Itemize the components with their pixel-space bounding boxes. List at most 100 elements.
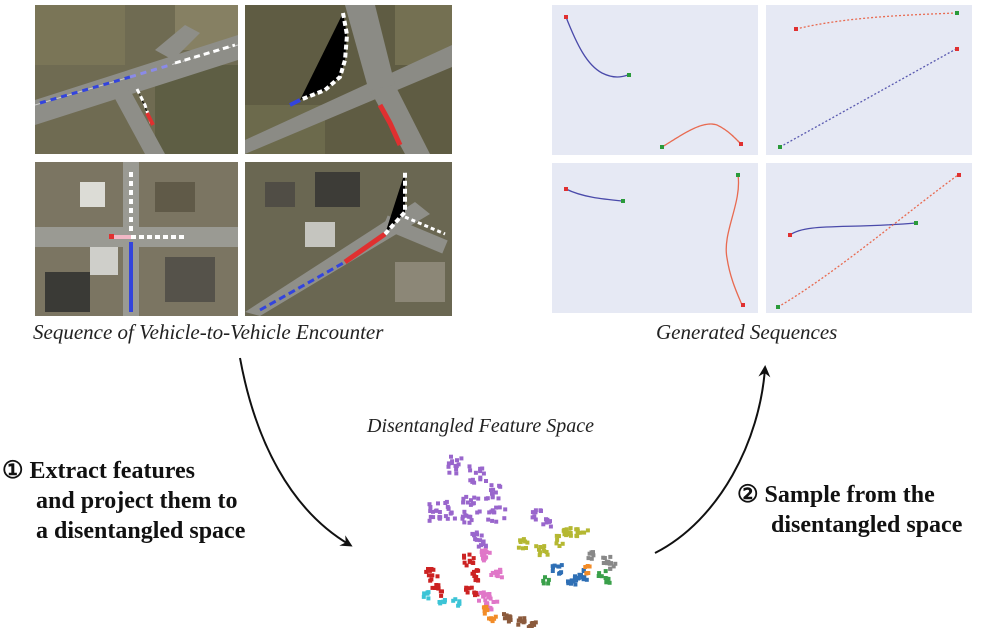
cluster-point (503, 507, 508, 512)
cluster-point (538, 508, 543, 513)
cluster-point (582, 575, 587, 580)
cluster-point (508, 615, 513, 620)
cluster-point (460, 514, 465, 519)
cluster-point (532, 514, 537, 519)
cluster-point (599, 574, 604, 579)
cluster-point (519, 619, 524, 624)
generated-plot-3 (552, 163, 758, 313)
cluster-point (556, 534, 561, 538)
cluster-point (476, 544, 481, 549)
cluster-point (522, 619, 527, 624)
cluster-point (508, 618, 513, 622)
cluster-point (484, 604, 489, 609)
cluster-point (576, 576, 581, 581)
cluster-point (433, 586, 437, 590)
cluster-point (613, 561, 618, 566)
cluster-point (522, 616, 527, 621)
cluster-point (497, 505, 502, 510)
cluster-point (449, 454, 453, 459)
cluster-point (435, 574, 440, 579)
cluster-point (484, 479, 488, 483)
cluster-point (484, 592, 489, 597)
cluster-point (473, 470, 478, 475)
cluster-point (608, 554, 613, 559)
cluster-point (490, 518, 495, 523)
cluster-point (478, 538, 483, 543)
cluster-point (589, 556, 594, 561)
cluster-point (481, 590, 486, 595)
cluster-point (439, 593, 444, 598)
cluster-point (611, 564, 616, 569)
cluster-point (565, 532, 570, 536)
cluster-point (477, 509, 482, 514)
cluster-point (502, 516, 507, 521)
cluster-point (481, 471, 486, 476)
cluster-point (569, 578, 574, 583)
cluster-point (476, 496, 481, 501)
cluster-point (482, 609, 487, 613)
cluster-point (434, 508, 439, 513)
cluster-point (533, 620, 538, 625)
cluster-point (426, 567, 430, 571)
cluster-point (543, 575, 547, 580)
cluster-point (455, 458, 459, 463)
cluster-point (525, 540, 530, 545)
cluster-point (545, 552, 550, 557)
encounter-image-4 (245, 162, 452, 316)
cluster-point (477, 598, 481, 603)
cluster-point (471, 561, 476, 565)
cluster-point (495, 599, 500, 604)
cluster-point (456, 462, 461, 467)
cluster-point (465, 590, 470, 595)
cluster-point (430, 585, 435, 590)
cluster-point (493, 614, 498, 619)
cluster-point (475, 592, 480, 597)
cluster-point (562, 528, 567, 533)
cluster-point (437, 600, 442, 604)
cluster-point (443, 514, 448, 519)
cluster-point (468, 559, 472, 564)
cluster-point (542, 549, 547, 554)
cluster-point (481, 594, 486, 599)
cluster-point (489, 483, 494, 488)
cluster-point (575, 529, 580, 533)
cluster-point (516, 545, 521, 550)
cluster-point (470, 501, 475, 506)
cluster-point (555, 537, 560, 542)
cluster-point (568, 533, 573, 538)
cluster-point (516, 618, 521, 623)
cluster-point (528, 624, 533, 628)
cluster-point (462, 555, 467, 560)
cluster-point (541, 546, 546, 551)
cluster-point (557, 544, 562, 548)
cluster-point (542, 544, 547, 549)
cluster-point (498, 570, 503, 575)
cluster-point (478, 590, 483, 595)
cluster-point (580, 530, 585, 535)
cluster-point (482, 551, 487, 556)
cluster-point (480, 552, 485, 557)
cluster-point (436, 586, 441, 591)
cluster-point (607, 580, 612, 585)
cluster-point (583, 565, 588, 569)
cluster-point (430, 573, 435, 578)
cluster-point (473, 537, 478, 542)
extract-step-text: ① Extract features and project them to a… (2, 456, 245, 546)
cluster-point (470, 477, 475, 482)
cluster-point (554, 541, 559, 546)
cluster-point (523, 539, 528, 544)
cluster-point (493, 490, 498, 495)
encounter-caption: Sequence of Vehicle-to-Vehicle Encounter (33, 320, 384, 344)
cluster-point (475, 578, 480, 582)
cluster-point (541, 581, 546, 586)
cluster-point (607, 561, 612, 566)
cluster-point (464, 587, 468, 592)
cluster-point (457, 599, 462, 604)
cluster-point (484, 555, 489, 560)
cluster-point (575, 534, 580, 539)
cluster-point (482, 611, 487, 616)
cluster-point (608, 566, 613, 571)
generated-plot-1 (552, 5, 758, 155)
cluster-point (538, 545, 543, 549)
generated-plot-4 (766, 163, 972, 313)
